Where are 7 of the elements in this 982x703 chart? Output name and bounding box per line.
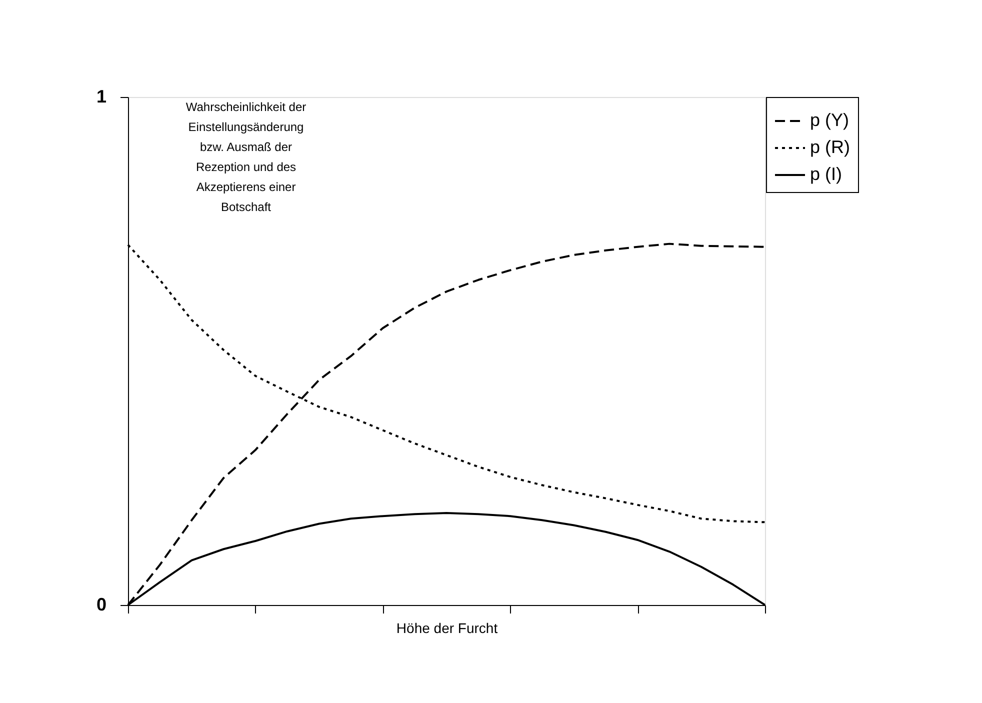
legend-label: p (R) [810,137,850,157]
y-tick-label: 1 [96,86,106,106]
y-tick-label: 0 [96,594,106,614]
legend-label: p (I) [810,164,842,184]
y-axis-title: Wahrscheinlichkeit der Einstellungsänderung bzw. Ausmaß der Rezeption und des Akzeptierens einer Botschaft [186,100,306,214]
legend-label: p (Y) [810,110,850,130]
x-axis-title: Höhe der Furcht [396,620,498,636]
